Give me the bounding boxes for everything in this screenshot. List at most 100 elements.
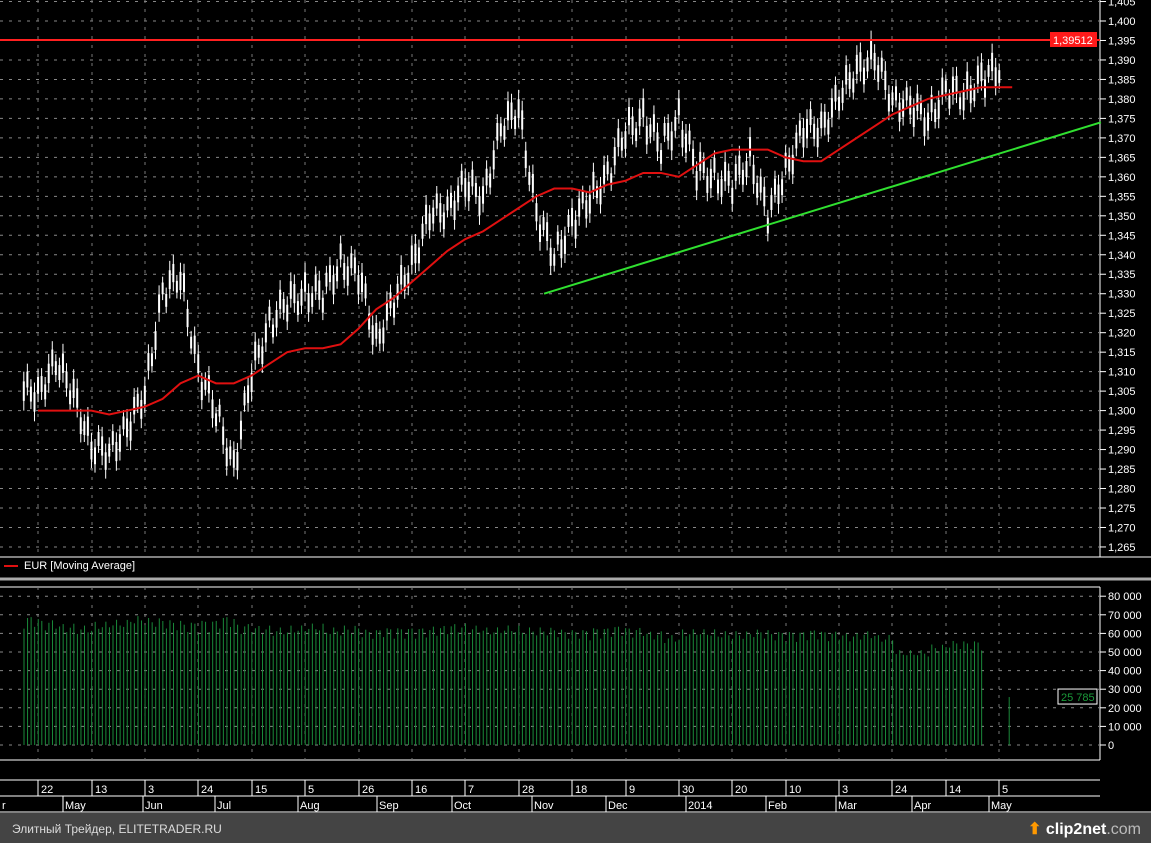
price-candle-body — [474, 183, 477, 197]
price-candle-body — [378, 328, 381, 344]
price-candle-body — [275, 309, 278, 328]
price-candle-body — [717, 179, 719, 194]
price-candle-body — [222, 426, 225, 445]
price-candle-body — [741, 169, 744, 185]
price-candle-body — [446, 196, 449, 211]
price-candle-body — [674, 116, 677, 131]
price-candle-body — [339, 243, 342, 260]
price-tick-label: 1,405 — [1108, 0, 1136, 9]
price-candle-body — [264, 323, 267, 343]
price-candle-body — [606, 161, 609, 175]
price-candle-body — [215, 413, 218, 427]
price-candle-body — [54, 361, 57, 376]
price-candle-body — [656, 132, 659, 152]
price-candle-body — [969, 85, 972, 104]
price-candle-body — [784, 152, 787, 168]
price-candle-body — [435, 193, 438, 209]
price-candle-body — [980, 62, 983, 82]
day-label: 18 — [575, 784, 587, 796]
price-candle-body — [421, 223, 424, 239]
price-tick-label: 1,355 — [1108, 191, 1136, 203]
price-candle-body — [720, 178, 723, 196]
price-candle-body — [663, 123, 666, 136]
price-candle-body — [101, 436, 104, 456]
price-candle-body — [617, 128, 620, 147]
price-candle-body — [506, 101, 509, 121]
price-candle-body — [293, 284, 296, 304]
price-candle-body — [118, 434, 121, 452]
price-candle-body — [193, 335, 196, 354]
volume-tick-label: 10 000 — [1108, 721, 1142, 733]
price-candle-body — [962, 92, 965, 111]
price-candle-body — [514, 116, 517, 130]
price-candle-body — [425, 204, 428, 225]
month-label: Aug — [300, 800, 320, 812]
price-candle-body — [97, 432, 100, 446]
price-tick-label: 1,295 — [1108, 425, 1136, 437]
price-candle-body — [186, 308, 189, 328]
price-candle-body — [361, 272, 363, 293]
month-label: Dec — [608, 800, 628, 812]
price-candle-body — [44, 384, 47, 400]
volume-tick-label: 40 000 — [1108, 666, 1142, 678]
price-candle-body — [261, 346, 264, 365]
price-candle-body — [588, 194, 591, 214]
price-tick-label: 1,340 — [1108, 250, 1136, 262]
price-candle-body — [521, 110, 524, 130]
price-candle-body — [357, 274, 360, 295]
price-candle-body — [998, 70, 1001, 83]
price-candle-body — [517, 99, 520, 119]
price-candle-body — [371, 325, 374, 345]
price-candle-body — [172, 263, 175, 283]
price-candle-body — [471, 169, 474, 187]
price-candle-body — [973, 89, 976, 102]
price-candle-body — [873, 52, 876, 71]
price-candle-body — [724, 161, 727, 182]
price-candle-body — [702, 159, 705, 174]
price-candle-body — [232, 450, 235, 468]
day-label: 22 — [41, 784, 53, 796]
price-candle-body — [991, 52, 994, 72]
price-candle-body — [574, 219, 577, 239]
month-label: Mar — [838, 800, 857, 812]
price-candle-body — [179, 271, 182, 291]
price-candle-body — [891, 92, 894, 106]
price-candle-body — [161, 282, 164, 295]
price-candle-body — [870, 40, 873, 60]
price-candle-body — [684, 133, 687, 153]
price-candle-body — [432, 207, 435, 224]
price-marker — [1050, 32, 1097, 48]
day-label: 20 — [735, 784, 747, 796]
day-label: 28 — [522, 784, 534, 796]
price-candle-body — [905, 87, 908, 101]
trend-line — [543, 121, 1102, 295]
price-candle-body — [923, 117, 926, 137]
price-candle-body — [158, 294, 161, 313]
price-tick-label: 1,365 — [1108, 152, 1136, 164]
month-label: May — [65, 800, 86, 812]
price-candle-body — [585, 200, 588, 219]
price-candle-body — [190, 336, 193, 349]
price-candle-body — [400, 265, 403, 285]
price-candle-body — [129, 421, 132, 441]
day-label: 3 — [148, 784, 154, 796]
price-candle-body — [375, 322, 378, 339]
volume-tick-label: 80 000 — [1108, 591, 1142, 603]
price-candle-body — [272, 324, 274, 338]
price-candle-body — [834, 84, 837, 102]
price-candle-body — [930, 94, 933, 113]
price-tick-label: 1,360 — [1108, 172, 1136, 184]
price-candle-body — [539, 224, 541, 242]
price-candle-body — [403, 275, 406, 291]
day-label: 3 — [842, 784, 848, 796]
price-candle-body — [852, 78, 855, 93]
price-candle-body — [848, 72, 851, 89]
price-tick-label: 1,290 — [1108, 445, 1136, 457]
price-candle-body — [976, 65, 979, 84]
price-candle-body — [282, 298, 285, 313]
price-candle-body — [457, 185, 460, 203]
price-candle-body — [859, 52, 862, 72]
day-label: 15 — [255, 784, 267, 796]
price-candle-body — [268, 306, 271, 321]
price-candle-body — [841, 87, 844, 103]
